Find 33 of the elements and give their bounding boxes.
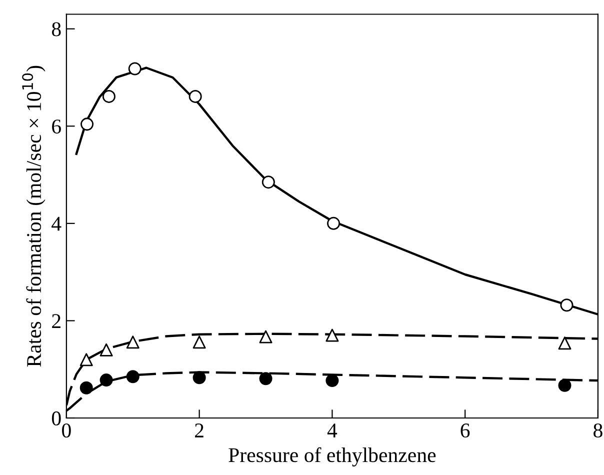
point <box>192 336 206 349</box>
point <box>259 330 272 344</box>
point <box>558 336 572 350</box>
y-tick-label: 4 <box>52 216 62 231</box>
point <box>102 90 116 103</box>
x-tick-label: 2 <box>195 424 204 438</box>
point <box>560 298 574 312</box>
point <box>128 62 142 76</box>
x-tick-label: 6 <box>460 424 470 438</box>
y-tick-label: 6 <box>52 120 61 134</box>
point <box>558 378 572 392</box>
y-tick-label: 0 <box>52 411 61 426</box>
y-tick-label: 2 <box>52 314 60 328</box>
point <box>262 176 275 189</box>
point <box>126 370 140 384</box>
x-tick-label: 4 <box>327 424 338 438</box>
point <box>188 90 202 103</box>
x-tick-label: 0 <box>62 423 71 438</box>
point <box>326 328 339 342</box>
point <box>259 372 272 386</box>
point <box>126 336 140 349</box>
x-tick-label: 8 <box>594 423 602 438</box>
point <box>100 374 113 387</box>
point <box>80 381 93 394</box>
point <box>326 374 339 388</box>
y-axis-title: Rates of formation (mol/sec × 10$^{10}$) <box>22 66 46 367</box>
point <box>80 118 94 131</box>
point <box>80 353 93 366</box>
point <box>327 216 340 230</box>
x-axis-title: Pressure of ethylbenzene <box>228 447 436 466</box>
point <box>100 343 113 356</box>
point <box>192 371 206 384</box>
y-tick-label: 8 <box>52 22 61 36</box>
